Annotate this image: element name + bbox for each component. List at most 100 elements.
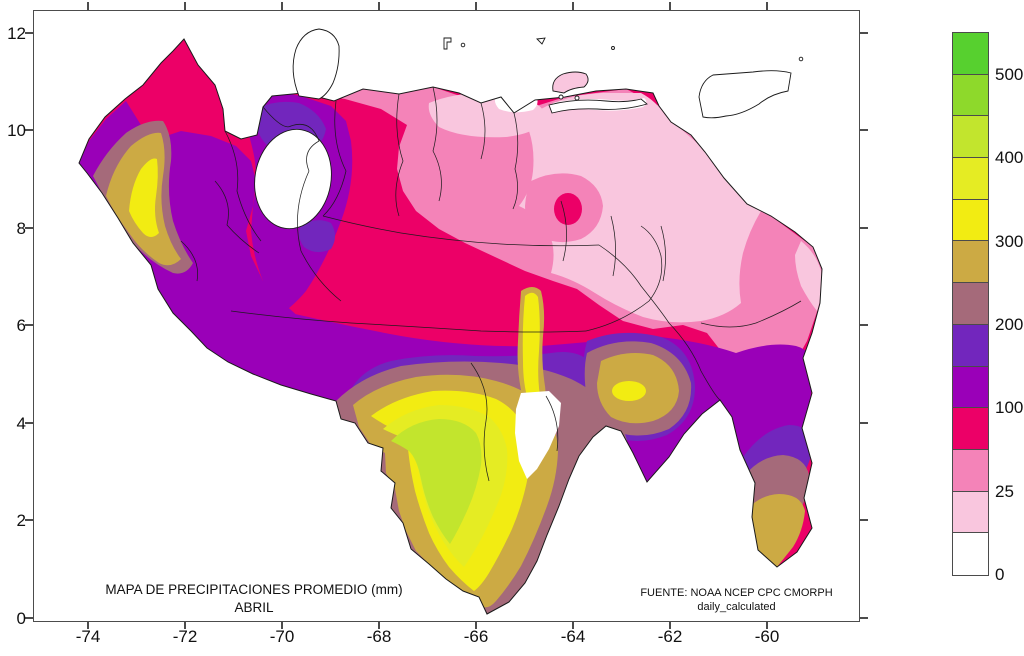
araya-peninsula: [548, 98, 648, 114]
x-axis-label: -60: [754, 627, 780, 646]
x-tick-mark: [475, 621, 477, 629]
colorbar-label: 400: [995, 148, 1024, 167]
contour-band-indigo-southlake: [299, 220, 335, 253]
y-tick-mark-right: [860, 617, 868, 619]
small-island-1: [460, 42, 466, 48]
x-tick-mark-top: [378, 2, 380, 10]
islands-and-peninsulas: [292, 28, 804, 119]
y-tick-mark-right: [860, 227, 868, 229]
small-island-2: [611, 46, 615, 50]
y-tick-mark-right: [860, 422, 868, 424]
contour-magenta-dot: [554, 193, 582, 225]
y-tick-mark: [25, 519, 33, 521]
colorbar-label: 200: [995, 315, 1024, 334]
trinidad-island: [698, 70, 792, 119]
x-axis-label: -66: [463, 627, 489, 646]
colorbar-cell: [953, 116, 988, 159]
colorbar-cell: [953, 33, 988, 75]
map-svg: [78, 28, 823, 615]
colorbar-cell: [953, 533, 988, 575]
colorbar-label: 100: [995, 398, 1024, 417]
x-tick-mark-top: [87, 2, 89, 10]
map-title: MAPA DE PRECIPITACIONES PROMEDIO (mm) AB…: [79, 581, 429, 617]
colorbar-cell: [953, 199, 988, 242]
x-tick-mark-top: [572, 2, 574, 10]
y-tick-mark: [25, 32, 33, 34]
state-boundaries: [180, 86, 802, 482]
y-axis-label: 0: [16, 609, 26, 628]
x-tick-mark-top: [766, 2, 768, 10]
contour-band-lightpink-east-sliver: [795, 241, 822, 311]
y-tick-mark-right: [860, 324, 868, 326]
colorbar-cell: [953, 366, 988, 409]
colorbar-label: 300: [995, 232, 1024, 251]
margarita-island: [552, 71, 589, 94]
x-axis-label: -70: [269, 627, 295, 646]
colorbar-cell: [953, 283, 988, 325]
colorbar-label: 0: [995, 565, 1005, 584]
lake-maracaibo: [254, 128, 332, 230]
colorbar-cell: [953, 74, 988, 117]
x-tick-mark-top: [669, 2, 671, 10]
la-orchila-island: [536, 37, 546, 45]
bonaire-island: [443, 37, 452, 50]
y-tick-mark: [25, 129, 33, 131]
white-notch-amazonas-east: [515, 391, 561, 479]
y-tick-mark-right: [860, 129, 868, 131]
map-title-line1: MAPA DE PRECIPITACIONES PROMEDIO (mm): [105, 582, 403, 597]
cubagua-island: [574, 95, 580, 101]
contour-band-yellow-strip: [522, 292, 540, 404]
contour-yellow-eastspot-dot: [612, 381, 646, 401]
x-tick-mark: [669, 621, 671, 629]
y-tick-mark: [25, 324, 33, 326]
y-tick-mark: [25, 227, 33, 229]
y-tick-mark-right: [860, 519, 868, 521]
country-outline: [78, 38, 823, 615]
colorbar-label: 25: [995, 482, 1014, 501]
x-tick-mark-top: [475, 2, 477, 10]
colorbar-cell: [953, 241, 988, 284]
tobago-island: [798, 56, 804, 62]
contour-band-lightpink-northeast: [519, 93, 761, 323]
colorbar: [952, 32, 989, 576]
x-tick-mark: [281, 621, 283, 629]
x-tick-mark: [184, 621, 186, 629]
plot-frame: MAPA DE PRECIPITACIONES PROMEDIO (mm) AB…: [33, 10, 860, 622]
colorbar-label: 500: [995, 65, 1024, 84]
colorbar-cell: [953, 408, 988, 450]
x-axis-label: -62: [657, 627, 683, 646]
map-source: FUENTE: NOAA NCEP CPC CMORPH daily_calcu…: [629, 586, 844, 614]
y-axis-label: 6: [16, 316, 26, 335]
x-tick-mark-top: [281, 2, 283, 10]
colorbar-cell: [953, 491, 988, 534]
paraguana-peninsula: [292, 28, 340, 100]
colorbar-cell: [953, 449, 988, 492]
map-title-line2: ABRIL: [234, 600, 274, 615]
colorbar-cell: [953, 324, 988, 367]
y-axis-label: 12: [7, 24, 26, 43]
x-tick-mark: [87, 621, 89, 629]
x-tick-mark: [766, 621, 768, 629]
map-source-line1: FUENTE: NOAA NCEP CPC CMORPH: [640, 587, 833, 599]
x-axis-label: -74: [75, 627, 101, 646]
contour-band-violet-main: [151, 263, 814, 550]
x-tick-mark: [378, 621, 380, 629]
x-axis-label: -68: [366, 627, 392, 646]
x-axis-label: -64: [560, 627, 586, 646]
x-axis-label: -72: [172, 627, 198, 646]
y-tick-mark: [25, 422, 33, 424]
map-source-line2: daily_calculated: [697, 601, 776, 613]
x-tick-mark: [572, 621, 574, 629]
y-axis-label: 10: [7, 121, 26, 140]
contour-band-yellowgreen-core: [391, 419, 482, 544]
contour-band-khaki-selobe: [745, 494, 805, 567]
coche-island: [558, 94, 564, 100]
y-axis-label: 2: [16, 511, 26, 530]
y-axis-label: 8: [16, 219, 26, 238]
y-axis-label: 4: [16, 414, 26, 433]
x-tick-mark-top: [184, 2, 186, 10]
colorbar-cell: [953, 158, 988, 200]
contour-band-yellow-perija: [129, 158, 159, 237]
y-tick-mark-right: [860, 32, 868, 34]
